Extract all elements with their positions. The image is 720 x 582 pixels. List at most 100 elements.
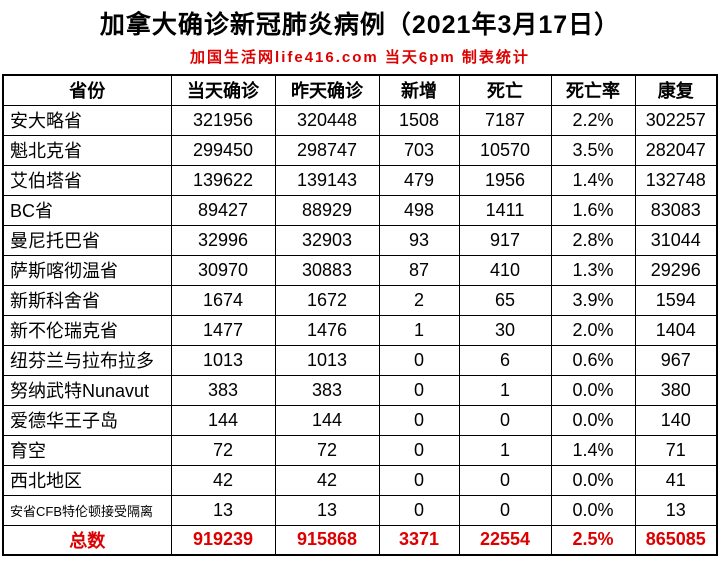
value-cell: 72	[274, 434, 380, 466]
value-cell: 0	[458, 494, 552, 526]
value-cell: 1956	[458, 164, 552, 196]
value-cell: 479	[378, 164, 460, 196]
value-cell: 321956	[170, 104, 276, 136]
page-title: 加拿大确诊新冠肺炎病例（2021年3月17日）	[99, 11, 621, 39]
page-subtitle: 加国生活网life416.com 当天6pm 制表统计	[190, 49, 530, 66]
value-cell: 32903	[274, 224, 380, 256]
province-cell: 努纳武特Nunavut	[2, 374, 172, 406]
value-cell: 3.9%	[550, 284, 636, 316]
value-cell: 299450	[170, 134, 276, 166]
value-cell: 144	[274, 404, 380, 436]
value-cell: 320448	[274, 104, 380, 136]
value-cell: 87	[378, 254, 460, 286]
value-cell: 967	[634, 344, 718, 376]
total-yesterday-confirmed: 915868	[274, 524, 380, 556]
total-death-rate: 2.5%	[550, 524, 636, 556]
value-cell: 1.3%	[550, 254, 636, 286]
value-cell: 0.0%	[550, 404, 636, 436]
value-cell: 0.6%	[550, 344, 636, 376]
value-cell: 0	[378, 464, 460, 496]
value-cell: 1013	[170, 344, 276, 376]
value-cell: 2	[378, 284, 460, 316]
province-cell: 爱德华王子岛	[2, 404, 172, 436]
value-cell: 140	[634, 404, 718, 436]
value-cell: 41	[634, 464, 718, 496]
value-cell: 282047	[634, 134, 718, 166]
value-cell: 89427	[170, 194, 276, 226]
value-cell: 703	[378, 134, 460, 166]
table-row: 安省CFB特伦顿接受隔离 13 13 0 0 0.0% 13	[2, 494, 718, 526]
total-deaths: 22554	[458, 524, 552, 556]
province-cell: 安省CFB特伦顿接受隔离	[2, 494, 172, 526]
value-cell: 2.2%	[550, 104, 636, 136]
value-cell: 29296	[634, 254, 718, 286]
value-cell: 132748	[634, 164, 718, 196]
value-cell: 2.0%	[550, 314, 636, 346]
province-cell: 安大略省	[2, 104, 172, 136]
header-cell-today-confirmed: 当天确诊	[170, 74, 276, 106]
table-footer: 总数 919239 915868 3371 22554 2.5% 865085	[2, 524, 718, 556]
header-cell-recovered: 康复	[634, 74, 718, 106]
value-cell: 298747	[274, 134, 380, 166]
value-cell: 7187	[458, 104, 552, 136]
value-cell: 410	[458, 254, 552, 286]
value-cell: 1	[458, 434, 552, 466]
province-cell: 新不伦瑞克省	[2, 314, 172, 346]
value-cell: 139143	[274, 164, 380, 196]
header-cell-death-rate: 死亡率	[550, 74, 636, 106]
value-cell: 0	[378, 494, 460, 526]
value-cell: 1477	[170, 314, 276, 346]
table-header: 省份 当天确诊 昨天确诊 新增 死亡 死亡率 康复	[2, 74, 718, 106]
value-cell: 1404	[634, 314, 718, 346]
table-row: 爱德华王子岛 144 144 0 0 0.0% 140	[2, 404, 718, 436]
table-row: 西北地区 42 42 0 0 0.0% 41	[2, 464, 718, 496]
value-cell: 88929	[274, 194, 380, 226]
value-cell: 1674	[170, 284, 276, 316]
province-cell: 曼尼托巴省	[2, 224, 172, 256]
value-cell: 380	[634, 374, 718, 406]
table-row: BC省 89427 88929 498 1411 1.6% 83083	[2, 194, 718, 226]
value-cell: 917	[458, 224, 552, 256]
value-cell: 1.6%	[550, 194, 636, 226]
value-cell: 1594	[634, 284, 718, 316]
value-cell: 383	[274, 374, 380, 406]
value-cell: 3.5%	[550, 134, 636, 166]
header-cell-deaths: 死亡	[458, 74, 552, 106]
value-cell: 13	[634, 494, 718, 526]
value-cell: 31044	[634, 224, 718, 256]
value-cell: 42	[274, 464, 380, 496]
table-row: 艾伯塔省 139622 139143 479 1956 1.4% 132748	[2, 164, 718, 196]
value-cell: 0.0%	[550, 374, 636, 406]
table-row: 曼尼托巴省 32996 32903 93 917 2.8% 31044	[2, 224, 718, 256]
value-cell: 1	[458, 374, 552, 406]
province-cell: BC省	[2, 194, 172, 226]
value-cell: 0.0%	[550, 494, 636, 526]
value-cell: 144	[170, 404, 276, 436]
value-cell: 0	[458, 404, 552, 436]
value-cell: 302257	[634, 104, 718, 136]
table-row: 纽芬兰与拉布拉多 1013 1013 0 6 0.6% 967	[2, 344, 718, 376]
table-row: 新不伦瑞克省 1477 1476 1 30 2.0% 1404	[2, 314, 718, 346]
value-cell: 498	[378, 194, 460, 226]
value-cell: 0	[378, 344, 460, 376]
value-cell: 1476	[274, 314, 380, 346]
value-cell: 10570	[458, 134, 552, 166]
value-cell: 383	[170, 374, 276, 406]
table-row: 努纳武特Nunavut 383 383 0 1 0.0% 380	[2, 374, 718, 406]
value-cell: 72	[170, 434, 276, 466]
value-cell: 30883	[274, 254, 380, 286]
value-cell: 93	[378, 224, 460, 256]
header-row: 省份 当天确诊 昨天确诊 新增 死亡 死亡率 康复	[2, 74, 718, 106]
total-recovered: 865085	[634, 524, 718, 556]
value-cell: 139622	[170, 164, 276, 196]
total-today-confirmed: 919239	[170, 524, 276, 556]
province-cell: 新斯科舍省	[2, 284, 172, 316]
value-cell: 13	[170, 494, 276, 526]
table-row: 安大略省 321956 320448 1508 7187 2.2% 302257	[2, 104, 718, 136]
table-row: 魁北克省 299450 298747 703 10570 3.5% 282047	[2, 134, 718, 166]
value-cell: 83083	[634, 194, 718, 226]
total-label: 总数	[2, 524, 172, 556]
value-cell: 0	[458, 464, 552, 496]
value-cell: 1	[378, 314, 460, 346]
total-row: 总数 919239 915868 3371 22554 2.5% 865085	[2, 524, 718, 556]
